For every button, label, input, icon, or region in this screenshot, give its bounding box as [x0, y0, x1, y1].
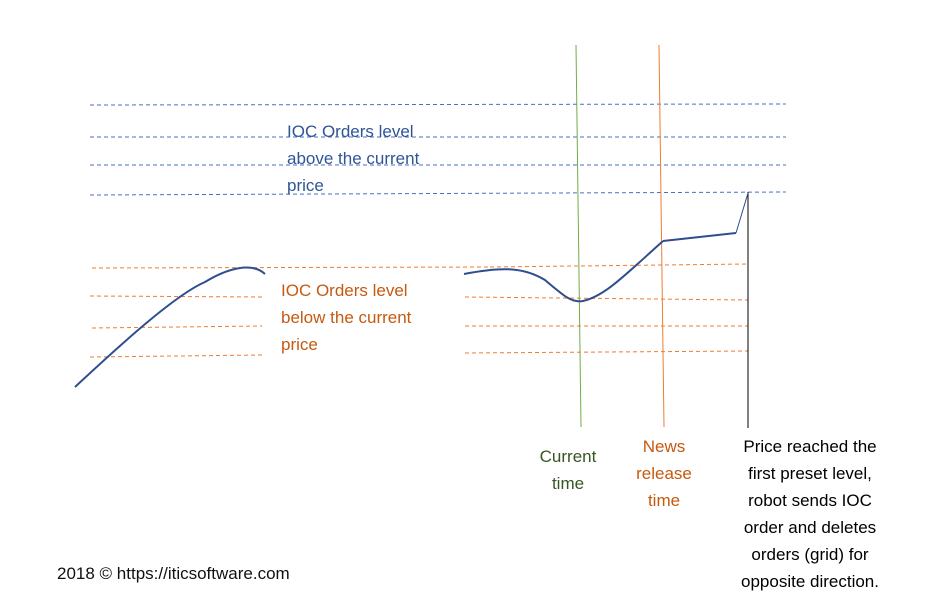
- price-curve-after-news: [662, 232, 737, 242]
- current-time-label: Current time: [539, 447, 597, 493]
- current-time-line: [575, 44, 582, 428]
- lower-ioc-levels-right: [464, 263, 749, 354]
- price-curve-left: [74, 266, 266, 388]
- news-release-label: News release time: [636, 437, 692, 510]
- lower-level-line: [89, 354, 263, 358]
- price-spike: [735, 192, 749, 234]
- price-reached-label: Price reached the first preset level, ro…: [741, 437, 879, 591]
- lower-level-line: [89, 295, 263, 298]
- upper-level-line: [89, 103, 787, 106]
- lower-level-line: [91, 266, 491, 269]
- price-curve-right: [463, 240, 664, 303]
- lower-level-line: [464, 350, 749, 354]
- lower-level-line: [464, 296, 749, 301]
- lower-level-line: [489, 263, 749, 268]
- copyright-footer: 2018 © https://iticsoftware.com: [57, 564, 290, 583]
- upper-ioc-levels: [89, 103, 787, 196]
- lower-ioc-levels-left: [89, 266, 491, 358]
- news-release-line: [658, 44, 665, 428]
- lower-level-line: [91, 325, 263, 329]
- above-levels-label: IOC Orders level above the current price: [287, 122, 420, 195]
- below-levels-label: IOC Orders level below the current price: [281, 281, 412, 354]
